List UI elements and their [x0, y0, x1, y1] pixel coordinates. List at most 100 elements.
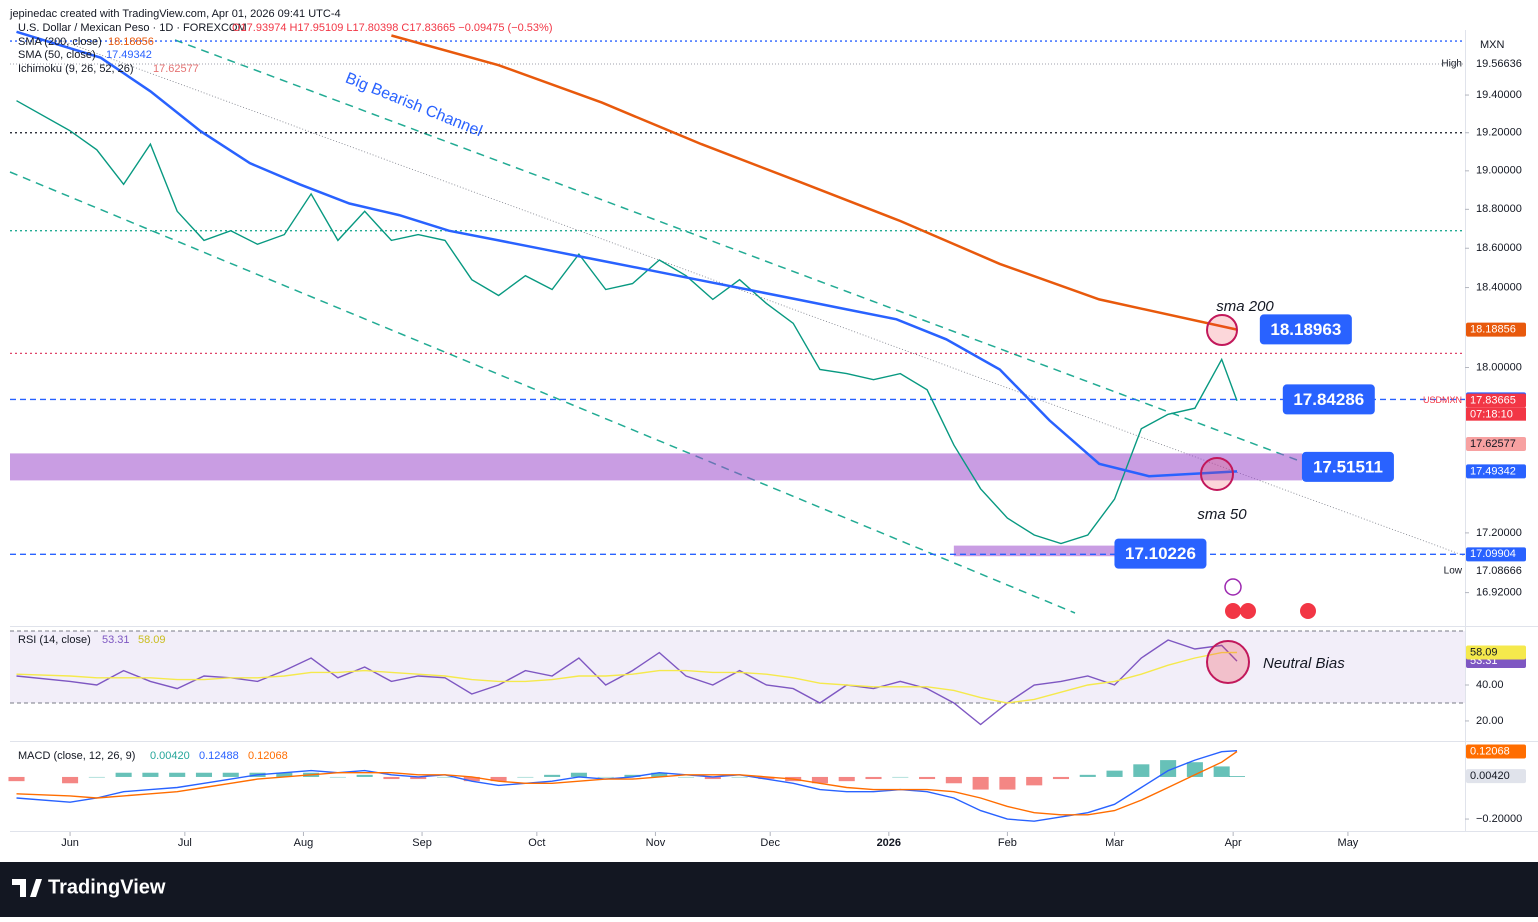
price-badge-label: 58.09	[1470, 646, 1498, 658]
y-tick-label: 18.00000	[1476, 361, 1522, 373]
event-icon	[1224, 578, 1242, 596]
support-zone	[10, 453, 1303, 481]
legend-value: 0.12068	[248, 750, 288, 762]
y-tick-label: 18.40000	[1476, 281, 1522, 293]
event-icon	[1300, 603, 1316, 619]
x-tick-label: Dec	[760, 837, 780, 849]
macd-histogram-bar	[142, 772, 159, 777]
footer-bar	[0, 862, 1538, 917]
macd-histogram-bar	[1106, 770, 1123, 777]
macd-histogram-bar	[919, 776, 936, 780]
price-badge	[1466, 436, 1526, 451]
macd-histogram-bar	[597, 776, 614, 778]
legend-value: 18.18856	[108, 36, 154, 48]
currency-label: MXN	[1480, 39, 1505, 51]
y-tick-label: 19.20000	[1476, 127, 1522, 139]
series-line	[16, 750, 1238, 816]
callout-label: 18.18963	[1270, 320, 1341, 339]
y-tick-label: 19.00000	[1476, 165, 1522, 177]
series-line	[16, 639, 1238, 726]
macd-histogram-bar	[678, 776, 695, 778]
macd-histogram-bar	[1228, 776, 1246, 777]
macd-histogram-bar	[811, 776, 828, 784]
callout-box	[1114, 538, 1207, 569]
legend-name: Ichimoku (9, 26, 52, 26)	[18, 63, 134, 75]
callout-box	[1282, 384, 1375, 415]
symbol-tag: USDMXN	[1423, 395, 1462, 405]
series-line	[391, 34, 1238, 331]
macd-histogram-bar	[704, 776, 721, 780]
highlight-circle	[1200, 457, 1234, 491]
callout-box	[1301, 451, 1394, 482]
legend-value: 17.49342	[106, 49, 152, 61]
legend-title: U.S. Dollar / Mexican Peso · 1D · FOREXC…	[18, 22, 247, 34]
price-badge-label: 18.18856	[1470, 324, 1516, 336]
price-badge	[1466, 744, 1526, 759]
price-badge	[1466, 322, 1526, 337]
y-tick-label: 18.60000	[1476, 242, 1522, 254]
macd-histogram-bar	[222, 772, 239, 777]
channel-line	[174, 39, 1306, 464]
y-tick-label: 19.40000	[1476, 89, 1522, 101]
highlight-circle	[1206, 314, 1238, 346]
price-badge	[1466, 547, 1526, 562]
macd-histogram-bar	[8, 776, 25, 782]
legend-ohlc: O17.93974 H17.95109 L17.80398 C17.83665 …	[232, 22, 553, 34]
macd-histogram-bar	[1079, 774, 1096, 777]
macd-histogram-bar	[490, 776, 507, 782]
macd-histogram-bar	[758, 776, 775, 780]
price-badge-label: 17.62577	[1470, 438, 1516, 450]
legend-value: 0.00420	[150, 750, 190, 762]
macd-histogram-bar	[624, 774, 641, 777]
y-tick-label: 16.92000	[1476, 587, 1522, 599]
macd-histogram-bar	[544, 774, 561, 777]
macd-histogram-bar	[88, 776, 105, 778]
macd-histogram-bar	[169, 772, 186, 777]
macd-histogram-bar	[410, 776, 427, 780]
y-tick-label: 18.80000	[1476, 203, 1522, 215]
legend-value: 17.62577	[153, 63, 199, 75]
series-line	[16, 30, 1238, 478]
price-badge	[1466, 769, 1526, 784]
price-line-value: 17.08666	[1476, 565, 1522, 577]
price-badge-label: 17.83665	[1470, 395, 1516, 407]
x-tick-label: 2026	[877, 837, 901, 849]
price-line-label: High	[1441, 59, 1462, 70]
rsi-band	[10, 631, 1465, 703]
x-tick-label: Apr	[1225, 837, 1242, 849]
macd-histogram-bar	[999, 776, 1016, 790]
macd-histogram-bar	[517, 776, 534, 778]
callout-label: 17.10226	[1125, 544, 1196, 563]
price-badge-label: 0.00420	[1470, 770, 1510, 782]
legend-title: RSI (14, close)	[18, 634, 91, 646]
macd-histogram-bar	[838, 776, 855, 782]
macd-histogram-bar	[570, 772, 587, 777]
price-line-value: 19.56636	[1476, 58, 1522, 70]
x-tick-label: Jun	[61, 837, 79, 849]
callout-label: 17.84286	[1293, 390, 1364, 409]
credit: jepinedac created with TradingView.com, …	[9, 8, 341, 20]
legend-title: MACD (close, 12, 26, 9)	[18, 750, 135, 762]
series-line	[16, 651, 1238, 704]
price-badge-label: 17.09904	[1470, 548, 1516, 560]
macd-histogram-bar	[436, 776, 454, 778]
callout-box	[1259, 314, 1352, 345]
event-icon	[1240, 603, 1256, 619]
price-badge	[1466, 645, 1526, 660]
x-tick-label: May	[1338, 837, 1359, 849]
countdown: 07:18:10	[1470, 409, 1513, 421]
macd-histogram-bar	[651, 772, 668, 777]
channel-line	[9, 171, 1076, 614]
macd-histogram-bar	[195, 772, 213, 777]
support-zone	[953, 545, 1123, 557]
macd-histogram-bar	[1133, 764, 1150, 777]
price-badge	[1466, 464, 1526, 479]
price-badge-label: 0.12068	[1470, 745, 1510, 757]
macd-histogram-bar	[329, 776, 346, 778]
price-line-label: Low	[1444, 566, 1463, 577]
brand: TradingView	[48, 876, 166, 898]
x-tick-label: Oct	[528, 837, 545, 849]
x-tick-label: Nov	[646, 837, 666, 849]
sma-50-label: sma 50	[1197, 506, 1247, 523]
